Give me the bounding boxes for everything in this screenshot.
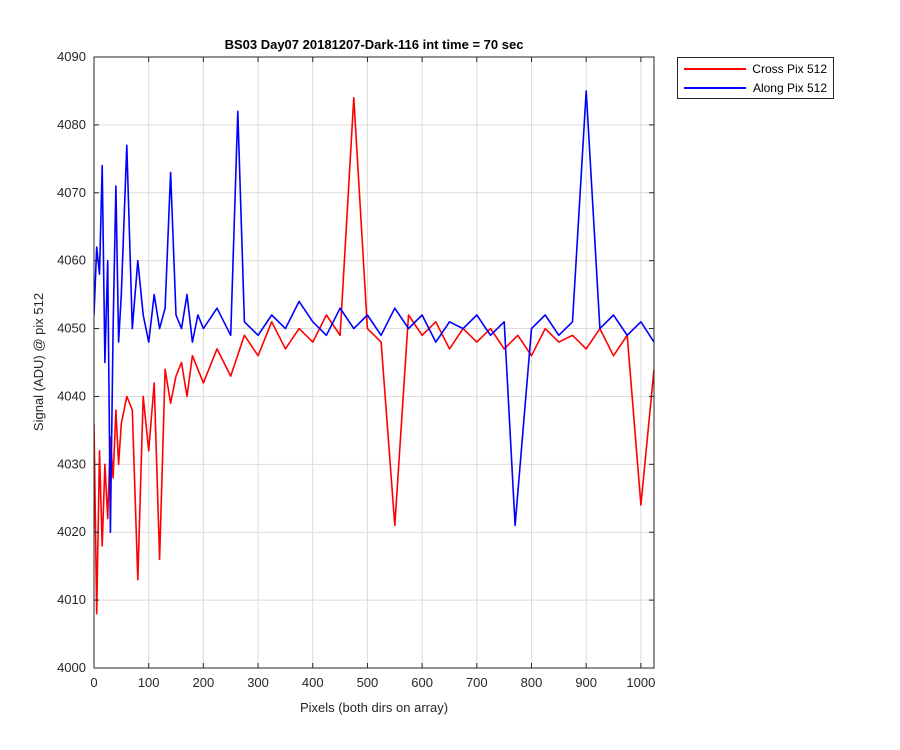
legend-swatch-cross <box>684 68 746 70</box>
x-tick-label: 400 <box>302 675 324 690</box>
legend-label-cross: Cross Pix 512 <box>752 62 827 76</box>
x-tick-label: 600 <box>411 675 433 690</box>
y-tick-label: 4040 <box>57 388 86 403</box>
y-tick-label: 4000 <box>57 660 86 675</box>
x-axis-label: Pixels (both dirs on array) <box>300 700 448 715</box>
axes-box <box>93 56 655 669</box>
x-tick-label: 200 <box>193 675 215 690</box>
y-tick-label: 4030 <box>57 456 86 471</box>
x-tick-labels: 0 100 200 300 400 500 600 700 800 900 1000 <box>90 675 655 690</box>
ticks <box>93 56 654 669</box>
y-tick-labels: 4000 4010 4020 4030 4040 4050 4060 4070 4080 4090 <box>57 49 86 675</box>
y-tick-label: 4060 <box>57 253 86 268</box>
legend-label-along: Along Pix 512 <box>752 81 827 95</box>
legend: Cross Pix 512 Along Pix 512 <box>677 57 834 99</box>
y-tick-label: 4070 <box>57 185 86 200</box>
series-line-along-pix-512 <box>94 90 654 534</box>
x-tick-label: 700 <box>466 675 488 690</box>
x-tick-label: 0 <box>90 675 97 690</box>
x-tick-label: 1000 <box>626 675 655 690</box>
series-line-cross-pix-512 <box>94 96 654 615</box>
chart-title: BS03 Day07 20181207-Dark-116 int time = … <box>225 37 524 52</box>
y-axis-label: Signal (ADU) @ pix 512 <box>31 293 46 431</box>
y-tick-label: 4050 <box>57 321 86 336</box>
axes-background <box>94 57 654 668</box>
x-tick-label: 800 <box>521 675 543 690</box>
legend-item-along: Along Pix 512 <box>678 79 833 97</box>
legend-item-cross: Cross Pix 512 <box>678 60 833 78</box>
y-tick-label: 4090 <box>57 49 86 64</box>
y-tick-label: 4010 <box>57 592 86 607</box>
x-tick-label: 300 <box>247 675 269 690</box>
y-tick-label: 4020 <box>57 524 86 539</box>
x-tick-label: 900 <box>575 675 597 690</box>
x-tick-label: 100 <box>138 675 160 690</box>
y-tick-label: 4080 <box>57 117 86 132</box>
legend-swatch-along <box>684 87 746 89</box>
series-layer <box>94 90 654 615</box>
x-tick-label: 500 <box>357 675 379 690</box>
